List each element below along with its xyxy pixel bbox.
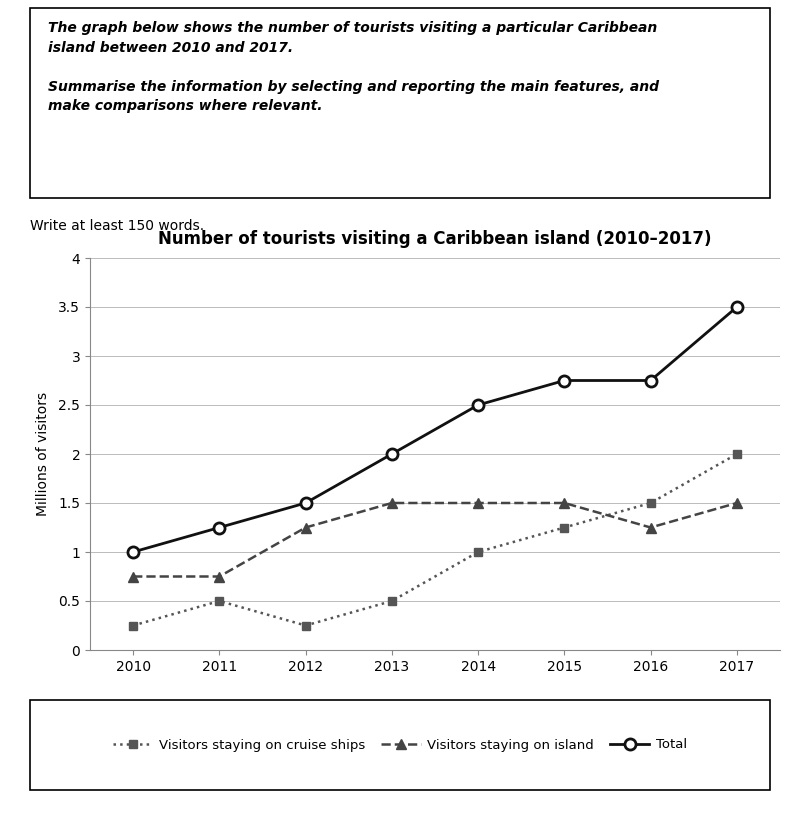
FancyBboxPatch shape (30, 8, 770, 198)
Text: The graph below shows the number of tourists visiting a particular Caribbean
isl: The graph below shows the number of tour… (49, 21, 659, 114)
FancyBboxPatch shape (30, 700, 770, 790)
Title: Number of tourists visiting a Caribbean island (2010–2017): Number of tourists visiting a Caribbean … (158, 230, 712, 248)
Legend: Visitors staying on cruise ships, Visitors staying on island, Total: Visitors staying on cruise ships, Visito… (107, 733, 693, 757)
Text: Write at least 150 words.: Write at least 150 words. (30, 219, 204, 233)
Y-axis label: Millions of visitors: Millions of visitors (36, 392, 50, 516)
